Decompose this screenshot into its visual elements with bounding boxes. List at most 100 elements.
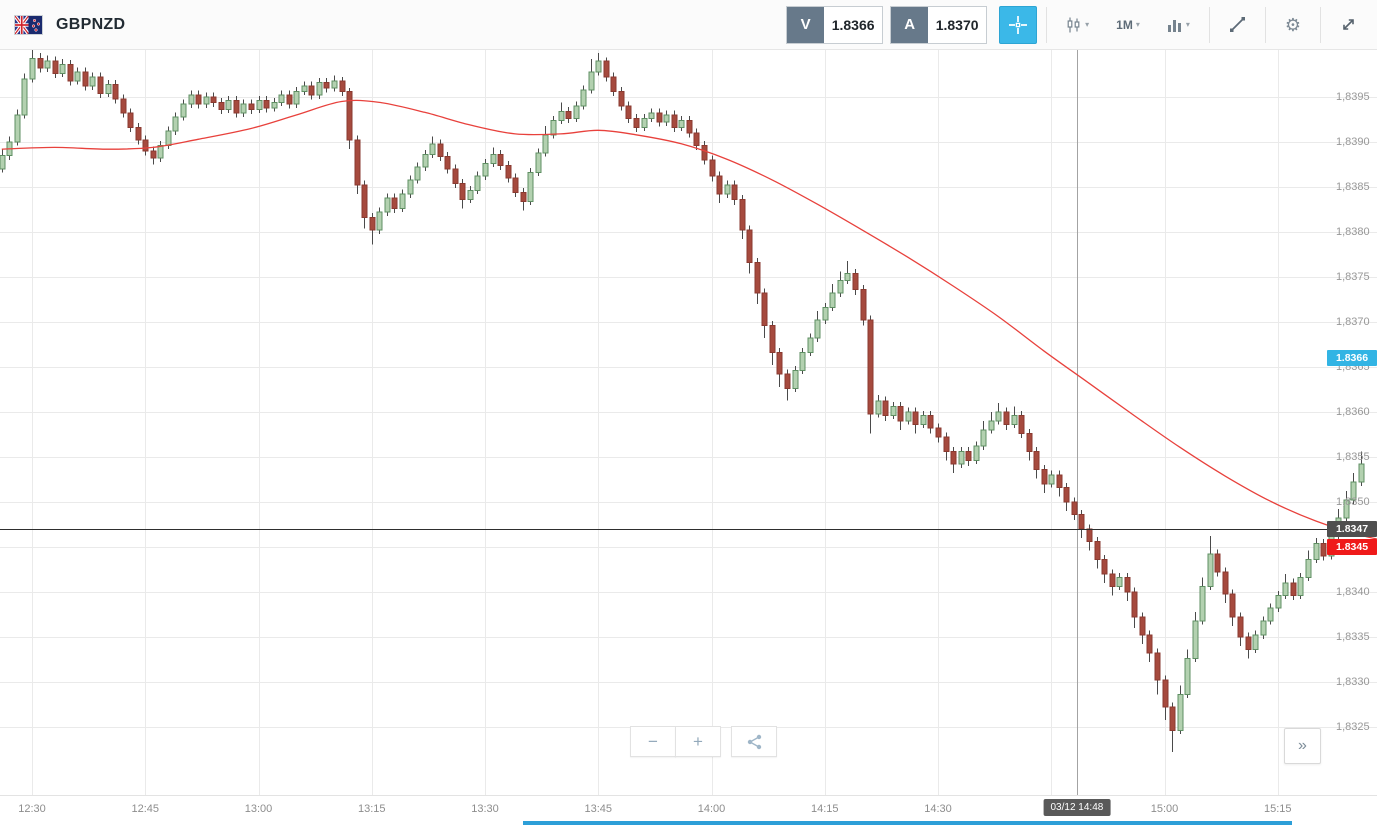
candle [67, 64, 74, 82]
candle [497, 154, 504, 166]
candle [1297, 577, 1304, 597]
candle [837, 280, 844, 294]
candle [59, 64, 66, 75]
candle [829, 292, 836, 309]
candle [633, 118, 640, 129]
divider [1264, 6, 1266, 43]
instrument-info: GBPNZD [14, 14, 126, 35]
expand-button[interactable] [1330, 5, 1367, 45]
candles [0, 50, 1365, 753]
candle [656, 112, 663, 123]
candle [724, 184, 731, 195]
candle [1192, 620, 1199, 660]
interval-button[interactable]: 1M ▾ [1106, 5, 1150, 45]
candlestick-chart[interactable] [0, 50, 1377, 795]
instrument-symbol: GBPNZD [56, 15, 126, 33]
candle [1139, 616, 1146, 636]
candle [1033, 451, 1040, 471]
buy-price: 1.8370 [935, 16, 979, 33]
time-axis-label: 13:45 [584, 803, 613, 815]
candle [1124, 577, 1131, 593]
candle [1229, 593, 1236, 618]
candle [754, 262, 761, 294]
zoom-controls: − + [630, 726, 721, 757]
candle [671, 114, 678, 129]
candle [701, 145, 708, 161]
candle [203, 96, 210, 105]
candle [731, 184, 738, 201]
candle [384, 197, 391, 213]
candle [180, 103, 187, 118]
candle [391, 197, 398, 210]
time-axis-label: 13:00 [244, 803, 273, 815]
buy-quote-widget[interactable]: A 1.8370 [890, 5, 988, 44]
candle [603, 60, 610, 78]
candle [142, 139, 149, 152]
candle [1260, 620, 1267, 636]
candle [135, 127, 142, 141]
candle [444, 155, 451, 170]
candle [1063, 487, 1070, 503]
chart-toolbar: GBPNZD V 1.8366 A 1.8370 ▾ 1M [0, 0, 1377, 50]
candle [150, 150, 157, 159]
candle [323, 82, 330, 89]
indicators-button[interactable]: ▾ [1157, 5, 1200, 45]
zoom-out-button[interactable]: − [630, 726, 676, 757]
share-icon [747, 734, 761, 749]
chart-type-button[interactable]: ▾ [1056, 5, 1099, 45]
candle [958, 451, 965, 465]
candle [263, 100, 270, 109]
scroll-to-latest-button[interactable]: » [1284, 728, 1321, 764]
rate-price-marker: 1.8366 [1327, 350, 1377, 366]
candle [37, 57, 44, 69]
candle [308, 85, 315, 96]
sell-button[interactable]: V [787, 6, 825, 43]
crosshair-tool-button[interactable] [999, 5, 1038, 44]
candle [1214, 553, 1221, 573]
candle [1101, 559, 1108, 575]
candle [256, 100, 263, 111]
candle [595, 60, 602, 73]
candle [112, 83, 119, 100]
indicators-icon [1167, 19, 1181, 32]
candle [339, 80, 346, 93]
candle [1078, 514, 1085, 530]
candle [376, 211, 383, 231]
candle [610, 76, 617, 93]
candle [625, 105, 632, 120]
moving-average-line [1, 99, 1377, 540]
candle [875, 400, 882, 415]
candle [897, 406, 904, 422]
candle [0, 155, 6, 170]
zoom-in-button[interactable]: + [675, 726, 721, 757]
gbpnzd-flag-icon [14, 14, 43, 35]
candle [52, 60, 59, 75]
share-button[interactable] [731, 726, 777, 757]
candle [814, 319, 821, 339]
candle [89, 76, 96, 87]
candle [822, 307, 829, 321]
candle [354, 139, 361, 186]
settings-button[interactable]: ⚙ [1275, 5, 1311, 45]
drawing-tools-button[interactable] [1219, 5, 1256, 45]
gear-icon: ⚙ [1284, 14, 1301, 35]
chart-scrollbar-thumb[interactable] [523, 821, 1292, 825]
candle [225, 100, 232, 111]
candle [535, 152, 542, 174]
candle [980, 429, 987, 447]
candle [1041, 469, 1048, 485]
candle [369, 217, 376, 231]
candle [505, 164, 512, 179]
candle [286, 94, 293, 105]
buy-button[interactable]: A [891, 6, 929, 43]
sell-quote-widget[interactable]: V 1.8366 [786, 5, 884, 44]
time-axis-label: 14:00 [697, 803, 726, 815]
toolbar-controls: V 1.8366 A 1.8370 ▾ 1M ▾ [786, 5, 1367, 45]
candle [459, 182, 466, 201]
candle [860, 289, 867, 321]
candle [776, 352, 783, 375]
candle [120, 98, 127, 114]
time-axis-label: 12:30 [18, 803, 46, 815]
candle [565, 110, 572, 120]
candle [29, 57, 36, 80]
